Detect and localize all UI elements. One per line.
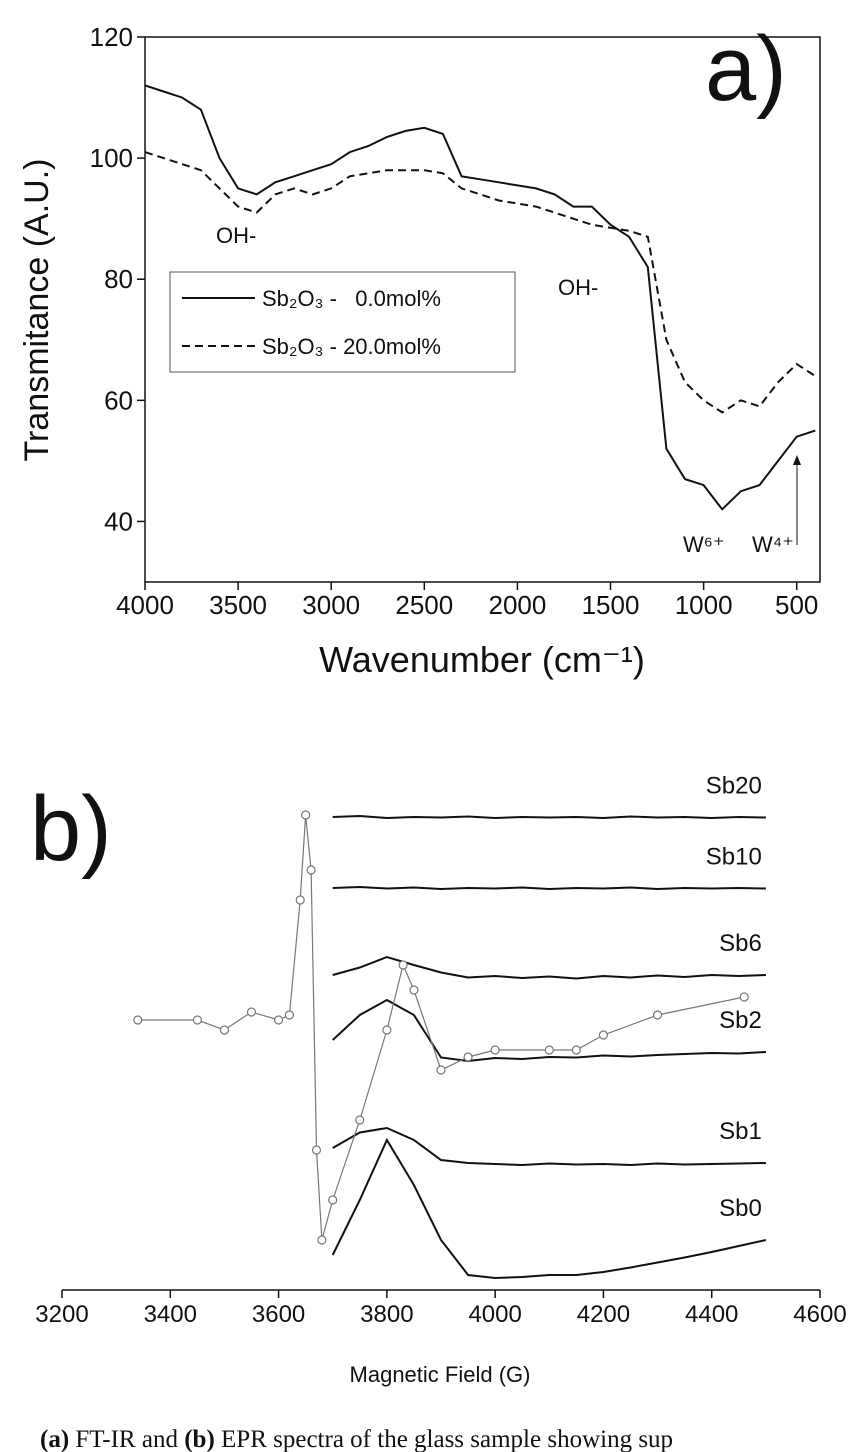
- x-tick-label: 4000: [116, 590, 174, 620]
- annotation: W⁶⁺: [683, 532, 724, 557]
- y-tick-label: 40: [104, 506, 133, 536]
- data-point: [311, 1145, 322, 1155]
- series-line: [332, 1126, 766, 1167]
- y-tick-label: 100: [90, 143, 133, 173]
- x-tick-label: 1500: [582, 590, 640, 620]
- series-line: [332, 998, 766, 1063]
- data-point: [273, 1015, 284, 1025]
- series-line: [332, 814, 766, 820]
- annotation: W⁴⁺: [752, 532, 794, 557]
- data-point: [409, 985, 419, 995]
- x-tick-label: 1000: [675, 590, 733, 620]
- series-line: [144, 84, 816, 511]
- x-tick-label: 3800: [360, 1301, 413, 1328]
- x-tick-label: 2500: [395, 590, 453, 620]
- legend-box: [169, 271, 516, 373]
- data-point: [490, 1045, 500, 1055]
- arrow-head: [793, 455, 801, 465]
- series-label: Sb6: [719, 930, 762, 957]
- annotation: OH-: [216, 223, 256, 248]
- data-point: [544, 1045, 554, 1055]
- caption-part: FT-IR and: [69, 1426, 184, 1452]
- data-point: [463, 1052, 473, 1062]
- data-point: [133, 1015, 143, 1025]
- x-tick-label: 3600: [252, 1301, 305, 1328]
- series-label: Sb1: [719, 1118, 762, 1145]
- data-point: [317, 1235, 327, 1245]
- data-point: [328, 1195, 338, 1205]
- x-tick-label: 3000: [302, 590, 360, 620]
- legend-label: Sb₂O₃ - 20.0mol%: [262, 334, 441, 359]
- x-axis-label: Magnetic Field (G): [350, 1362, 531, 1387]
- data-point: [652, 1010, 663, 1020]
- data-point: [219, 1025, 230, 1035]
- panel-label: a): [705, 18, 787, 120]
- data-point: [246, 1007, 257, 1017]
- y-tick-label: 80: [104, 264, 133, 294]
- data-point: [398, 960, 408, 970]
- data-point: [571, 1045, 581, 1055]
- data-point: [598, 1030, 609, 1040]
- caption-part: (a): [40, 1426, 69, 1452]
- y-axis-label: Transmitance (A.U.): [18, 159, 56, 462]
- x-tick-label: 3400: [144, 1301, 197, 1328]
- data-point: [295, 895, 305, 905]
- x-tick-label: 3500: [209, 590, 267, 620]
- y-tick-label: 120: [90, 22, 133, 52]
- data-point: [284, 1010, 294, 1020]
- series-line: [332, 955, 766, 980]
- series-label: Sb2: [719, 1007, 762, 1034]
- x-tick-label: 2000: [488, 590, 546, 620]
- caption-part: (b): [184, 1426, 215, 1452]
- data-point: [355, 1115, 365, 1125]
- x-tick-label: 4600: [793, 1301, 846, 1328]
- data-point: [306, 865, 316, 875]
- series-line: [137, 814, 745, 1241]
- series-line: [144, 151, 816, 414]
- data-point: [436, 1065, 446, 1075]
- x-tick-label: 4400: [685, 1301, 738, 1328]
- annotation: OH-: [558, 275, 598, 300]
- x-tick-label: 4200: [577, 1301, 630, 1328]
- data-point: [301, 810, 311, 820]
- caption: (a) FT-IR and (b) EPR spectra of the gla…: [40, 1426, 673, 1452]
- data-point: [739, 992, 749, 1002]
- plot-frame: [144, 36, 821, 583]
- x-axis-label: Wavenumber (cm⁻¹): [319, 639, 645, 680]
- data-point: [192, 1015, 202, 1025]
- series-label: Sb0: [719, 1195, 762, 1222]
- x-tick-label: 3200: [35, 1301, 88, 1328]
- series-label: Sb10: [706, 844, 762, 871]
- y-tick-label: 60: [104, 385, 133, 415]
- x-tick-label: 4000: [468, 1301, 521, 1328]
- series-line: [331, 1137, 767, 1280]
- x-tick-label: 500: [775, 590, 818, 620]
- caption-part: EPR spectra of the glass sample showing …: [215, 1426, 673, 1452]
- data-point: [382, 1025, 392, 1035]
- series-label: Sb20: [706, 773, 762, 800]
- legend-label: Sb₂O₃ - 0.0mol%: [262, 286, 441, 311]
- panel-label: b): [30, 778, 112, 880]
- series-line: [332, 885, 766, 891]
